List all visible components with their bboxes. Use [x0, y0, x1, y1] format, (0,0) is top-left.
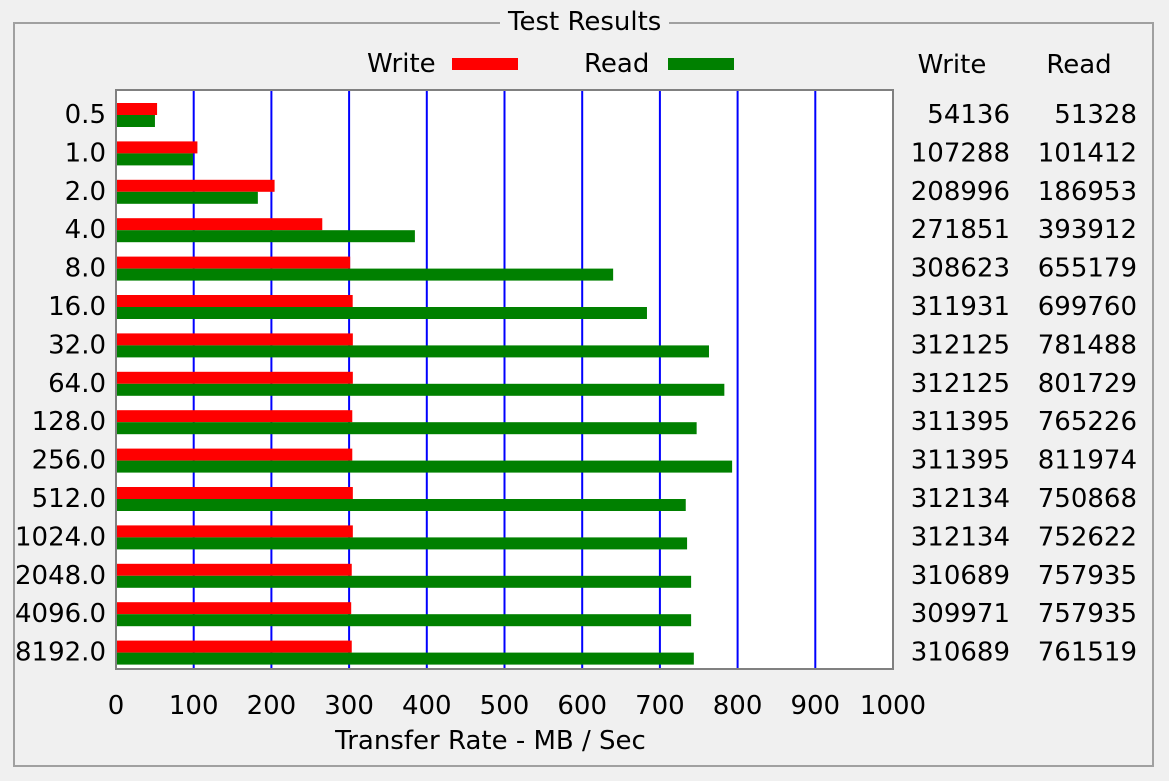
legend-read-label: Read: [584, 49, 650, 79]
category-label: 4.0: [65, 215, 106, 245]
read-value-label: 51328: [1054, 100, 1137, 130]
write-column-header: Write: [918, 50, 987, 80]
write-value-label: 312125: [911, 369, 1010, 399]
read-bar: [116, 115, 155, 127]
write-value-label: 309971: [911, 599, 1010, 629]
read-value-label: 393912: [1038, 215, 1137, 245]
write-value-label: 312134: [911, 484, 1010, 514]
read-value-label: 101412: [1038, 138, 1137, 168]
read-value-label: 801729: [1038, 369, 1137, 399]
category-label: 256.0: [32, 446, 106, 476]
x-tick-label: 1000: [860, 691, 926, 721]
write-value-label: 310689: [911, 561, 1010, 591]
read-bar: [116, 268, 614, 281]
category-label: 128.0: [32, 407, 106, 437]
read-column-header: Read: [1046, 50, 1111, 80]
write-bar: [116, 333, 353, 346]
read-bar: [116, 652, 694, 665]
write-value-label: 310689: [911, 638, 1010, 668]
read-value-label: 757935: [1038, 561, 1137, 591]
write-value-label: 312134: [911, 522, 1010, 552]
write-bar: [116, 295, 353, 307]
write-value-label: 312125: [911, 330, 1010, 360]
x-tick-label: 700: [635, 691, 685, 721]
write-bar: [116, 448, 353, 461]
x-axis-label: Transfer Rate - MB / Sec: [334, 726, 646, 756]
read-value-label: 186953: [1038, 177, 1137, 207]
write-value-label: 54136: [927, 100, 1010, 130]
read-bar: [116, 499, 686, 511]
write-bar: [116, 525, 353, 538]
read-bar: [116, 307, 647, 319]
x-tick-label: 900: [790, 691, 840, 721]
read-bar: [116, 614, 692, 627]
write-value-label: 311395: [911, 407, 1010, 437]
x-tick-label: 200: [247, 691, 297, 721]
write-bar: [116, 602, 352, 615]
x-tick-label: 0: [108, 691, 125, 721]
read-value-label: 781488: [1038, 330, 1137, 360]
read-value-label: 757935: [1038, 599, 1137, 629]
write-value-label: 208996: [911, 177, 1010, 207]
group-title: Test Results: [500, 5, 670, 39]
read-bar: [116, 230, 415, 243]
write-bar: [116, 563, 352, 576]
write-bar: [116, 410, 353, 423]
write-value-label: 311395: [911, 446, 1010, 476]
read-bar: [116, 191, 258, 204]
read-bar: [116, 422, 697, 435]
write-bar: [116, 218, 323, 231]
read-bar: [116, 460, 733, 473]
write-value-label: 308623: [911, 254, 1010, 284]
category-label: 512.0: [32, 484, 106, 514]
category-label: 2048.0: [15, 561, 106, 591]
write-bar: [116, 103, 158, 115]
category-label: 2.0: [65, 177, 106, 207]
x-tick-label: 600: [557, 691, 607, 721]
write-value-label: 271851: [911, 215, 1010, 245]
category-label: 16.0: [48, 292, 106, 322]
read-value-label: 699760: [1038, 292, 1137, 322]
category-label: 0.5: [65, 100, 106, 130]
x-tick-label: 500: [480, 691, 530, 721]
legend-read-swatch: [668, 58, 734, 70]
read-bar: [116, 537, 688, 550]
category-label: 8192.0: [15, 638, 106, 668]
read-bar: [116, 575, 692, 588]
read-value-label: 655179: [1038, 254, 1137, 284]
read-bar: [116, 153, 193, 166]
read-bar: [116, 383, 725, 396]
read-value-label: 750868: [1038, 484, 1137, 514]
write-bar: [116, 371, 353, 384]
write-value-label: 107288: [911, 138, 1010, 168]
write-bar: [116, 640, 352, 653]
read-value-label: 752622: [1038, 522, 1137, 552]
x-tick-label: 800: [713, 691, 763, 721]
category-label: 32.0: [48, 330, 106, 360]
category-label: 1.0: [65, 138, 106, 168]
plot-border: [115, 89, 894, 670]
category-label: 4096.0: [15, 599, 106, 629]
category-label: 64.0: [48, 369, 106, 399]
x-tick-label: 300: [324, 691, 374, 721]
category-label: 8.0: [65, 254, 106, 284]
write-value-label: 311931: [911, 292, 1010, 322]
x-tick-label: 100: [169, 691, 219, 721]
read-value-label: 811974: [1038, 446, 1137, 476]
category-label: 1024.0: [15, 522, 106, 552]
x-tick-label: 400: [402, 691, 452, 721]
read-value-label: 765226: [1038, 407, 1137, 437]
read-bar: [116, 345, 709, 358]
read-value-label: 761519: [1038, 638, 1137, 668]
write-bar: [116, 141, 198, 154]
legend-write-label: Write: [367, 49, 436, 79]
write-bar: [116, 256, 351, 269]
write-bar: [116, 487, 353, 499]
legend-write-swatch: [452, 58, 518, 70]
write-bar: [116, 179, 275, 192]
